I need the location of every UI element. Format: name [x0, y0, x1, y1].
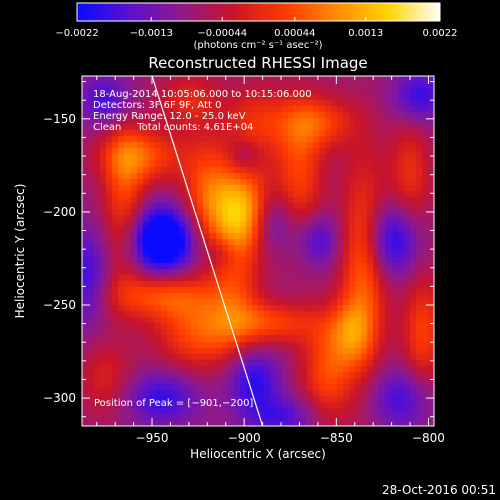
y-axis: −150 −200 −250 −300	[43, 81, 434, 418]
colorbar	[76, 2, 441, 22]
solar-limb-line	[151, 76, 264, 426]
x-tick-label: −900	[228, 431, 261, 445]
timestamp: 28-Oct-2016 00:51	[382, 483, 496, 497]
info-energy-range: Energy Range: 12.0 - 25.0 keV	[93, 111, 246, 122]
x-axis: −950 −900 −850 −800	[96, 76, 445, 445]
y-tick-label: −300	[43, 391, 76, 405]
colorbar-ticks: −0.0022 −0.0013 −0.00044 0.00044 0.0013 0.002…	[55, 17, 458, 39]
colorbar-tick-label: −0.00044	[197, 28, 247, 39]
heatmap-image	[82, 76, 434, 426]
y-tick-label: −250	[43, 298, 76, 312]
x-tick-label: −950	[136, 431, 169, 445]
plot-frame	[81, 75, 435, 427]
colorbar-tick-label: −0.0022	[55, 28, 98, 39]
x-tick-label: −800	[412, 431, 445, 445]
info-time-range: 18-Aug-2014 10:05:06.000 to 10:15:06.000	[93, 89, 312, 100]
x-axis-label: Heliocentric X (arcsec)	[190, 447, 326, 461]
y-tick-label: −200	[43, 205, 76, 219]
info-counts: Clean Total counts: 4.61E+04	[93, 122, 253, 133]
colorbar-tick-label: 0.00044	[274, 28, 315, 39]
colorbar-tick-label: 0.0013	[348, 28, 383, 39]
chart-title: Reconstructed RHESSI Image	[148, 54, 367, 72]
y-axis-label: Heliocentric Y (arcsec)	[13, 184, 27, 319]
colorbar-tick-label: −0.0013	[130, 28, 173, 39]
peak-position-label: Position of Peak = [−901,−200]	[94, 398, 253, 409]
colorbar-units: (photons cm⁻² s⁻¹ asec⁻²)	[193, 40, 322, 51]
observation-info: 18-Aug-2014 10:05:06.000 to 10:15:06.000…	[93, 89, 312, 133]
colorbar-tick-label: 0.0022	[423, 28, 458, 39]
info-detectors: Detectors: 3F 6F 9F, Att 0	[93, 100, 221, 111]
y-tick-label: −150	[43, 112, 76, 126]
x-tick-label: −850	[320, 431, 353, 445]
